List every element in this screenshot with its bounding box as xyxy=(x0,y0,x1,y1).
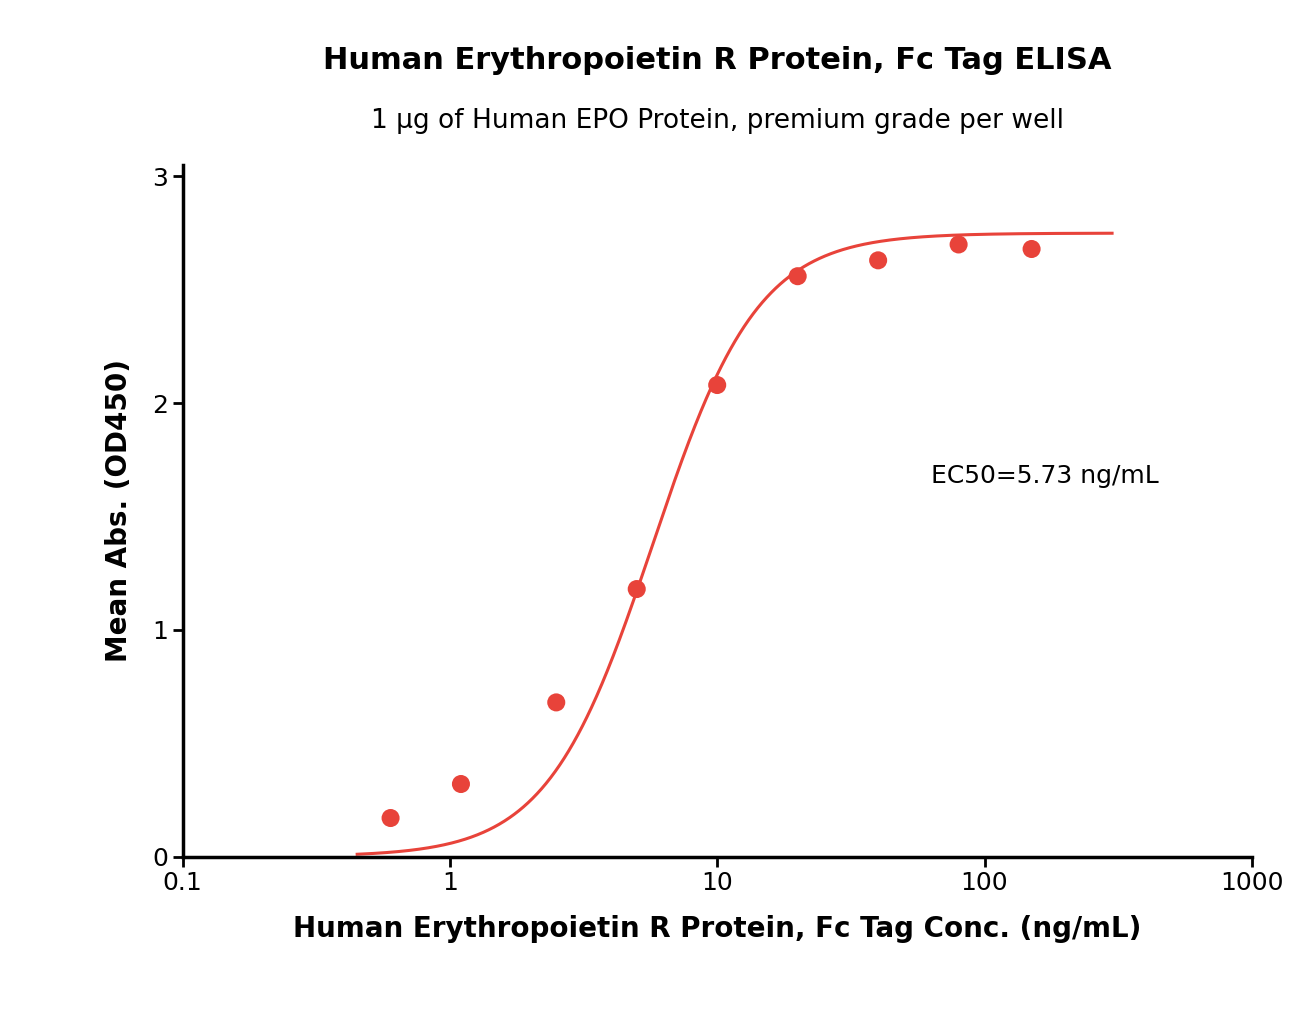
Point xyxy=(788,268,808,285)
Point xyxy=(1021,240,1042,257)
Y-axis label: Mean Abs. (OD450): Mean Abs. (OD450) xyxy=(104,359,133,663)
Text: 1 μg of Human EPO Protein, premium grade per well: 1 μg of Human EPO Protein, premium grade… xyxy=(370,108,1064,134)
Point xyxy=(546,695,567,711)
Point xyxy=(707,377,728,393)
X-axis label: Human Erythropoietin R Protein, Fc Tag Conc. (ng/mL): Human Erythropoietin R Protein, Fc Tag C… xyxy=(293,914,1141,942)
Point xyxy=(948,236,969,253)
Point xyxy=(626,581,647,598)
Text: EC50=5.73 ng/mL: EC50=5.73 ng/mL xyxy=(931,464,1159,488)
Text: Human Erythropoietin R Protein, Fc Tag ELISA: Human Erythropoietin R Protein, Fc Tag E… xyxy=(323,46,1111,75)
Point xyxy=(867,252,888,268)
Point xyxy=(381,810,402,827)
Point xyxy=(450,776,471,793)
